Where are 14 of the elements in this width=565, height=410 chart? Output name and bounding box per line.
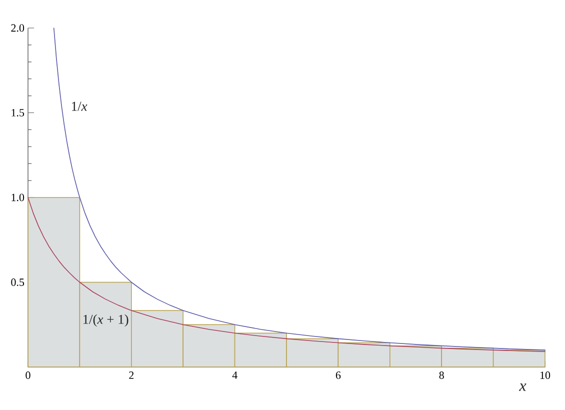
x-tick-label: 8 [439,372,444,379]
x-tick-label: 0 [26,372,30,379]
x-tick-label: 4 [232,372,238,379]
y-tick-label: 1.5 [12,109,24,116]
y-tick-label: 0.5 [11,278,24,286]
y-tick-label: 1.0 [12,194,24,202]
x-tick-label: 2 [129,372,134,379]
line-series [53,28,546,350]
y-tick-label: 2.0 [11,24,24,32]
x-axis-title: x [519,384,526,391]
x-tick-label: 6 [336,372,341,379]
series-label: 1/x [72,102,88,111]
series-label: 1/(x + 1) [83,314,128,327]
x-tick-label: 10 [540,372,550,379]
